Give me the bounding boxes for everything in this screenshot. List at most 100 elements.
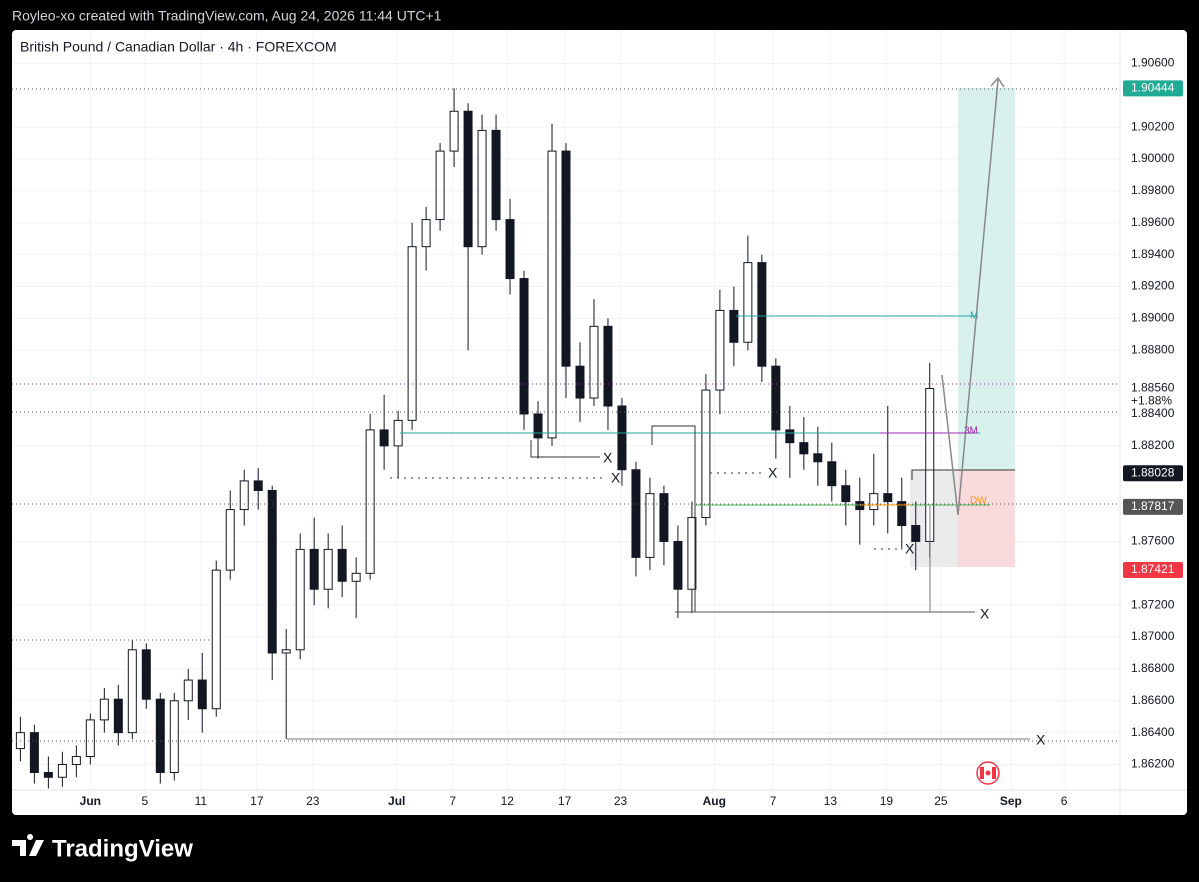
candle-body [141,649,151,700]
flag-leaf [985,770,991,776]
candles [15,88,935,789]
candle-body [659,493,669,542]
candle-body [183,679,193,702]
y-tick-label: 1.89600 [1131,215,1175,229]
candle-body [617,405,627,471]
structure-line [911,469,1015,480]
candle-body [855,501,865,511]
flag-bar [992,767,996,779]
y-tick-label: 1.90000 [1131,151,1175,165]
price-badge [1123,80,1183,97]
x-tick-label: 11 [195,794,208,808]
candle-body [911,525,921,542]
candle-body [435,150,445,221]
candle-body [155,698,165,773]
candle-body [491,129,501,221]
y-tick-label: 1.90200 [1131,119,1175,133]
candle-body [197,679,207,710]
candle-body [757,262,767,367]
candle-body [743,262,753,343]
candle-body [211,569,221,710]
y-tick-label: 1.86600 [1131,693,1175,707]
price-badge-label: 1.87421 [1131,562,1175,576]
symbol-title: British Pound / Canadian Dollar · 4h · F… [20,39,337,55]
candle-body [99,698,109,721]
annotation: X [1036,732,1046,748]
profit-zone [958,88,1015,470]
x-tick-label: 6 [1061,794,1068,808]
price-badge-label: 1.90444 [1131,80,1175,94]
candle-body [449,110,459,152]
attribution: Royleo-xo created with TradingView.com, … [12,8,442,24]
logo-mark [12,834,44,856]
annotation: X [611,470,621,486]
candle-body [477,129,487,248]
annotation: X [768,465,778,481]
loss-zone [958,470,1015,567]
candle-body [575,365,585,399]
candle-body [533,413,543,439]
annotation: DW [970,496,987,507]
candle-body [71,756,81,766]
candle-body [561,150,571,367]
last-price-bg [1123,380,1183,409]
candle-body [771,365,781,431]
y-tick-label: 1.88400 [1131,406,1175,420]
x-tick-label: 17 [558,794,572,808]
candle-body [869,493,879,511]
x-tick-label: 7 [770,794,777,808]
candle-body [729,309,739,343]
candle-body [673,540,683,590]
candle-body [505,219,515,280]
x-tick-label: 5 [142,794,149,808]
y-tick-label: 1.90600 [1131,56,1175,70]
annotation: X [603,450,613,466]
y-tick-label: 1.87200 [1131,597,1175,611]
y-tick-label: 1.89800 [1131,183,1175,197]
candle-body [337,548,347,582]
candle-body [85,719,95,758]
candle-body [421,219,431,248]
candle-body [225,509,235,571]
candle-body [365,429,375,574]
annotation: 3M [964,426,978,437]
candle-body [323,548,333,590]
candle-body [29,732,39,773]
flag-bar [980,767,984,779]
candle-body [295,548,305,651]
brand: TradingView [52,835,193,862]
x-tick-label: Sep [1000,794,1022,808]
candle-body [267,489,277,654]
x-tick-label: Jul [388,794,405,808]
x-tick-label: Aug [703,794,726,808]
structure-line [530,440,600,458]
arrow-head [990,76,1005,88]
annotations: X X X X X X M 3M DW [603,311,1046,748]
candle-body [519,278,529,415]
candle-body [379,429,389,447]
candle-body [547,150,557,439]
x-tick-label: 7 [449,794,456,808]
candle-body [603,325,613,407]
y-tick-label: 1.89400 [1131,247,1175,261]
candle-body [57,764,67,778]
drawings [12,76,1120,742]
y-tick-label: 1.87600 [1131,534,1175,548]
y-tick-label: 1.86200 [1131,757,1175,771]
x-tick-label: 17 [250,794,264,808]
candle-body [701,389,711,519]
candle-body [631,469,641,558]
candle-body [351,572,361,582]
candle-body [239,480,249,511]
x-tick-label: 19 [880,794,894,808]
y-tick-label: 1.88800 [1131,342,1175,356]
y-tick-label: 1.86400 [1131,725,1175,739]
last-price-label: 1.88560 [1131,381,1175,395]
candle-body [281,649,291,654]
candle-body [715,309,725,391]
price-badge [1123,561,1183,578]
candle-body [463,110,473,248]
flag-icon [976,761,1000,785]
chart-panel [12,30,1187,815]
